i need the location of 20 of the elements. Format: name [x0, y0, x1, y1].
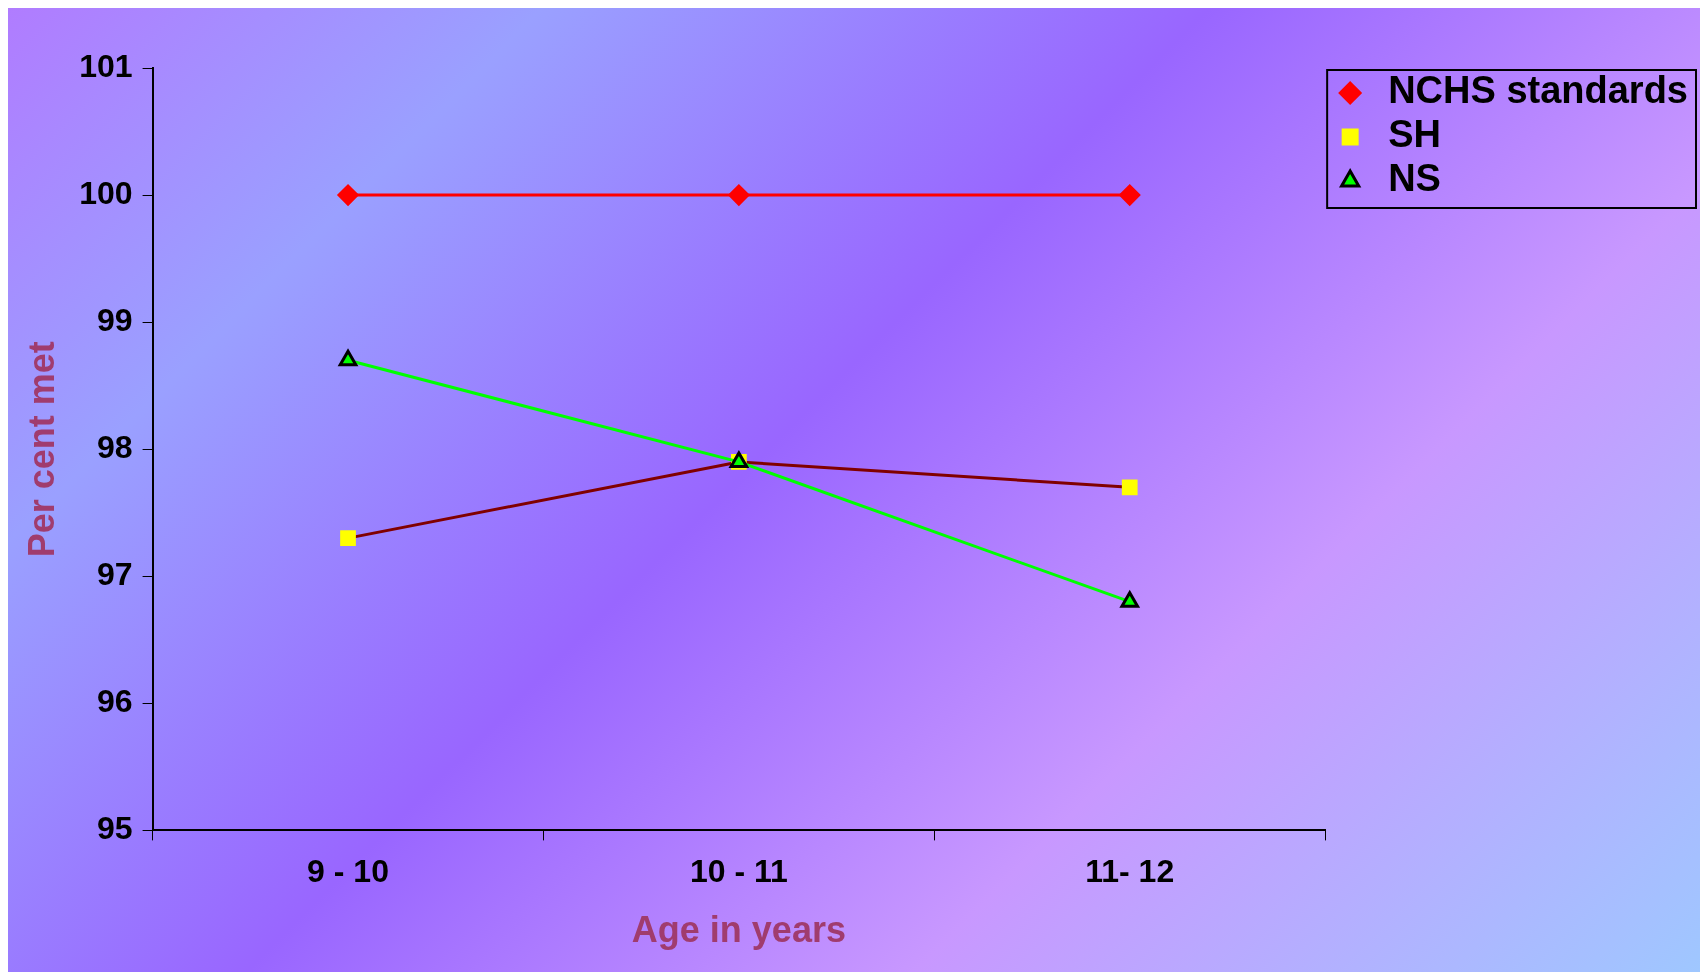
legend-label: SH: [1388, 113, 1441, 156]
legend-label: NS: [1388, 157, 1441, 200]
x-axis-title: Age in years: [631, 909, 846, 951]
y-tick-label: 95: [97, 810, 133, 847]
y-tick-label: 96: [97, 683, 133, 720]
point: [340, 530, 356, 547]
point: [1119, 184, 1141, 206]
x-tick-label: 9 - 10: [307, 853, 389, 890]
legend-label: NCHS standards: [1388, 69, 1688, 112]
y-tick-label: 98: [97, 429, 133, 466]
point: [1121, 479, 1138, 496]
y-tick-label: 97: [97, 556, 133, 593]
y-tick-label: 101: [79, 47, 133, 84]
x-tick-label: 10 - 11: [689, 853, 788, 890]
y-tick-label: 99: [97, 301, 133, 338]
x-tick-label: 11- 12: [1085, 853, 1175, 890]
point: [337, 184, 359, 206]
point: [728, 184, 750, 206]
y-axis-title: Per cent met: [20, 341, 62, 558]
y-tick-label: 100: [79, 174, 133, 211]
